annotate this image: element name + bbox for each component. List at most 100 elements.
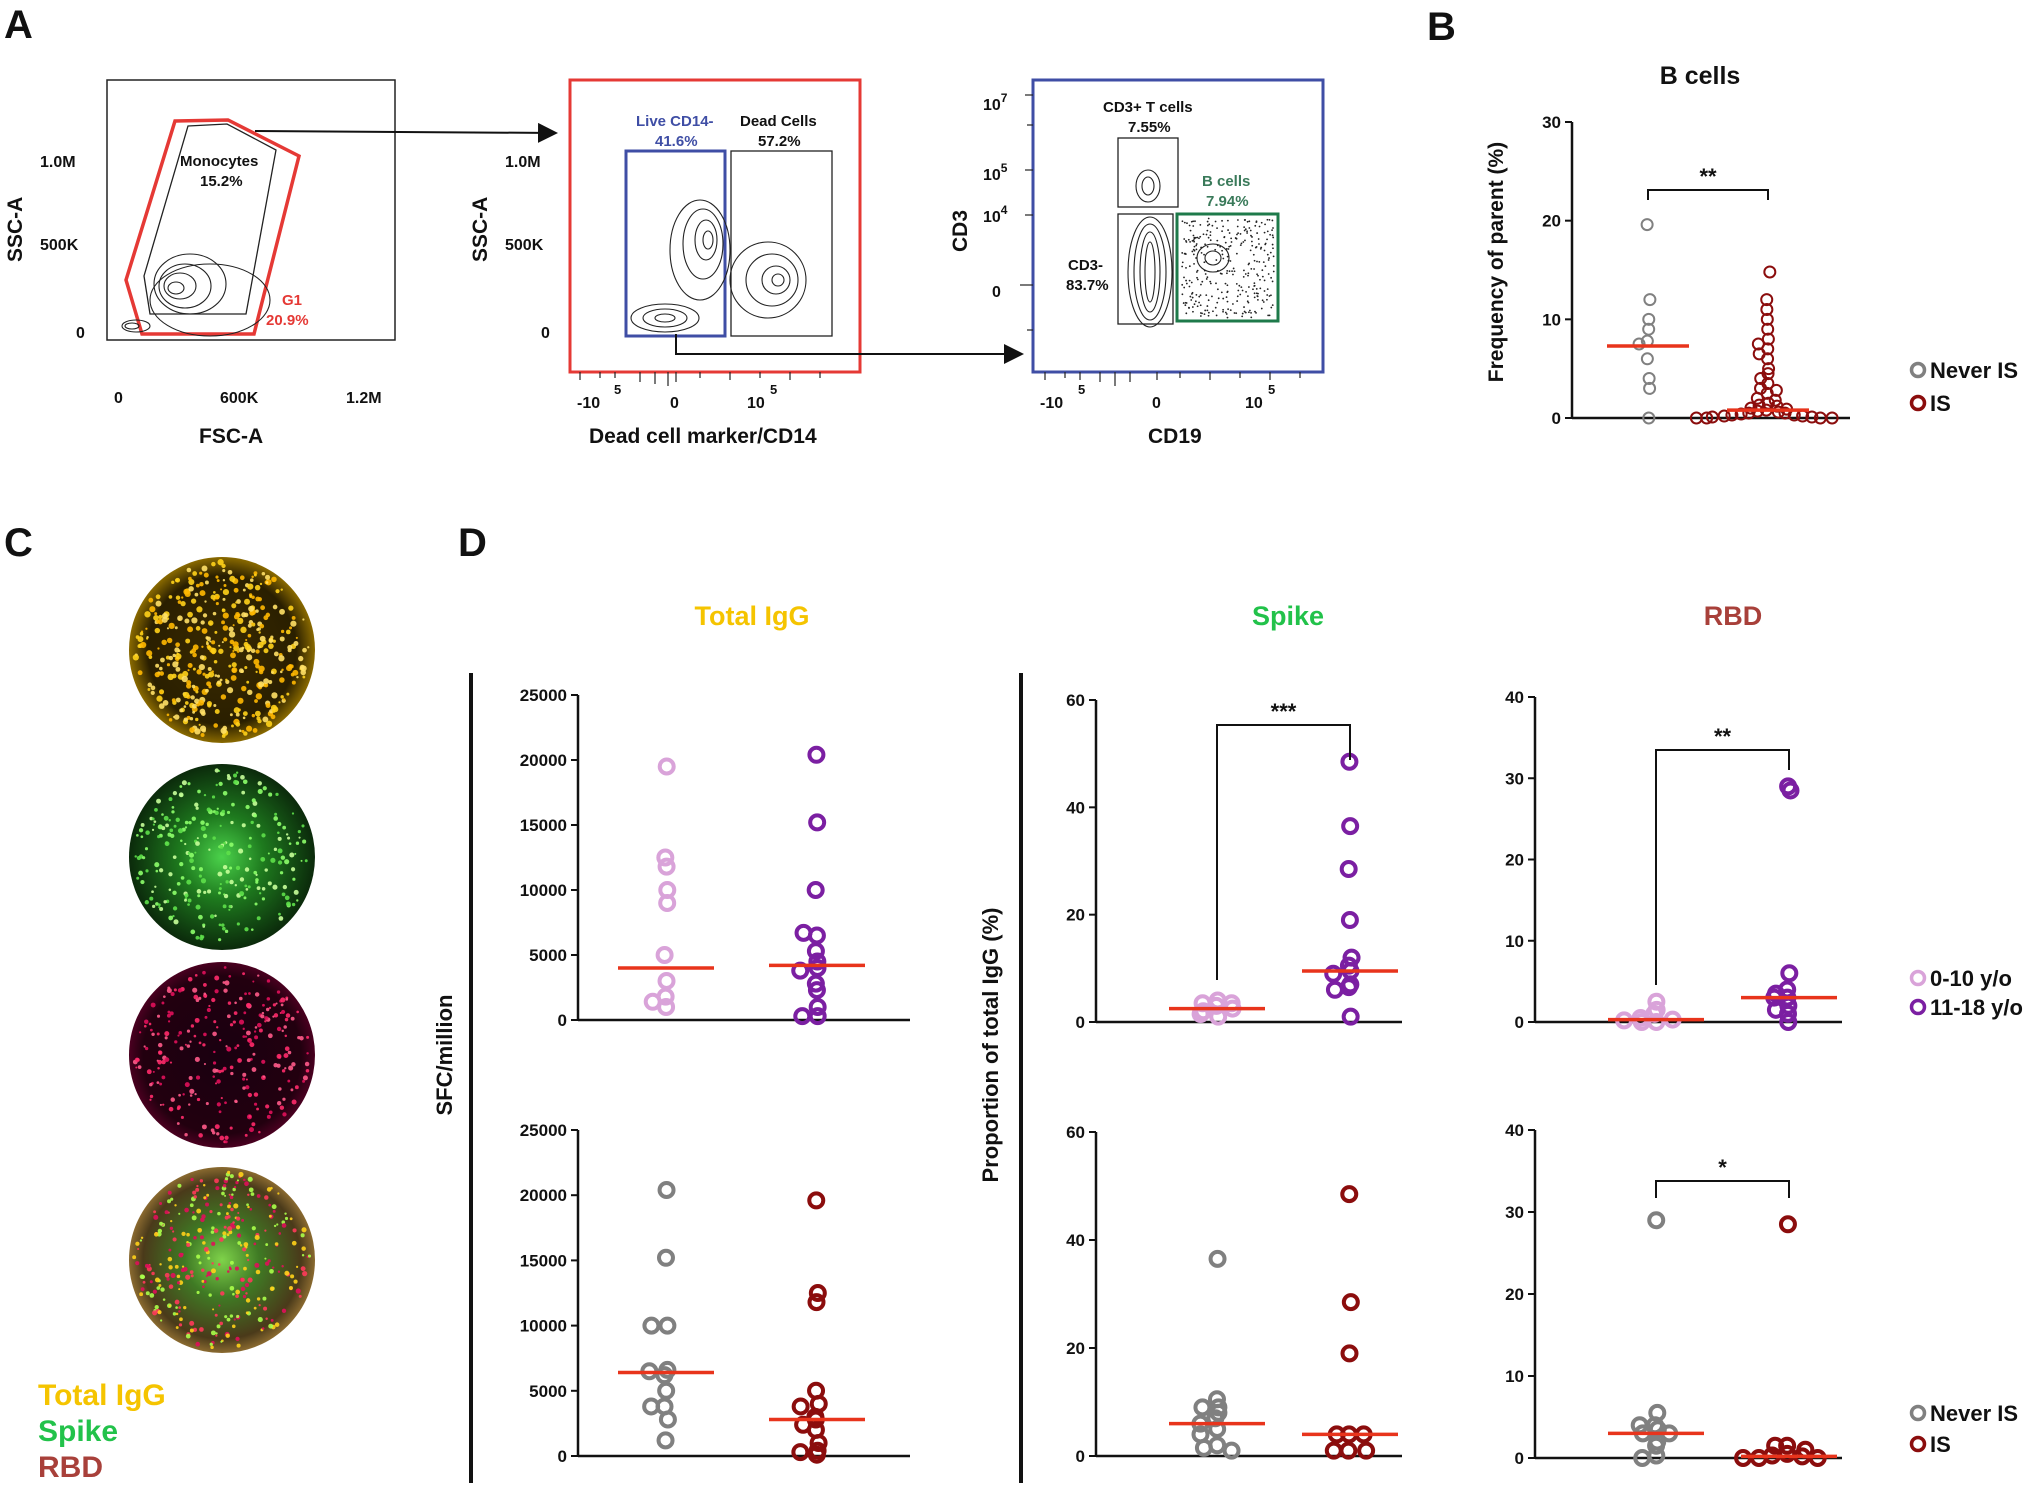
well-spot xyxy=(168,872,173,877)
well-spot xyxy=(206,642,209,646)
well-spot xyxy=(191,866,196,871)
well-spot xyxy=(192,571,198,576)
flow-event-dot xyxy=(1249,249,1252,252)
flow-event-dot xyxy=(1193,245,1196,248)
well-spot xyxy=(264,868,268,872)
well-spot xyxy=(238,996,243,1001)
flow-event-dot xyxy=(1228,270,1231,273)
well-spot xyxy=(222,608,225,611)
well-spike xyxy=(129,764,315,950)
flow-event-dot xyxy=(1215,314,1218,317)
well-spot xyxy=(175,595,181,600)
well-spot xyxy=(192,652,197,658)
well-spot xyxy=(223,1225,227,1229)
flow-event-dot xyxy=(1250,316,1253,319)
flow-event-dot xyxy=(1250,240,1253,243)
data-point xyxy=(807,745,826,764)
flow-event-dot xyxy=(1262,301,1265,303)
well-spot xyxy=(173,988,177,992)
well-spot xyxy=(195,1187,200,1192)
flow-event-dot xyxy=(1253,285,1256,287)
flow-event-dot xyxy=(1209,282,1212,285)
flow-event-dot xyxy=(1260,307,1263,310)
well-spot xyxy=(271,709,276,713)
y-tick-label: 0 xyxy=(1515,1013,1524,1032)
data-point xyxy=(794,923,813,942)
well-spot xyxy=(230,652,236,659)
well-spot xyxy=(299,664,305,670)
flow-event-dot xyxy=(1256,273,1258,276)
well-spot xyxy=(226,1233,230,1237)
flow-event-dot xyxy=(1183,221,1186,224)
well-spot xyxy=(215,1332,218,1335)
well-spot xyxy=(175,1306,178,1309)
well-spot xyxy=(281,1069,286,1073)
well-spot xyxy=(149,1028,153,1032)
well-spot xyxy=(287,664,293,669)
p3-ylabel: CD3 xyxy=(949,210,972,252)
well-spot xyxy=(144,1019,149,1024)
well-spot xyxy=(154,1277,160,1283)
well-spot xyxy=(183,1267,188,1272)
well-spot xyxy=(238,647,244,653)
well-spot xyxy=(216,579,220,582)
p2-xaxis-ticks xyxy=(579,372,821,386)
well-spot xyxy=(223,841,227,845)
well-spot xyxy=(278,912,281,916)
data-point xyxy=(1750,391,1764,405)
well-spot xyxy=(277,836,282,841)
well-spot xyxy=(184,1043,187,1046)
flow-event-dot xyxy=(1249,229,1252,232)
well-spot xyxy=(284,895,290,901)
well-spot xyxy=(221,620,225,625)
well-spot xyxy=(288,842,292,845)
flow-event-dot xyxy=(1267,259,1270,261)
significance-label: ** xyxy=(1699,164,1717,189)
flow-event-dot xyxy=(1209,234,1212,237)
well-spot xyxy=(188,586,194,592)
well-spot xyxy=(187,611,193,618)
flow-event-dot xyxy=(1254,310,1256,313)
well-spot xyxy=(136,833,139,837)
well-spot xyxy=(172,790,178,796)
well-spot xyxy=(274,812,278,816)
well-spot xyxy=(202,1043,206,1047)
well-spot xyxy=(211,795,216,799)
well-spot xyxy=(227,1204,231,1209)
well-spot xyxy=(262,716,269,723)
well-spot xyxy=(253,658,260,665)
well-spot xyxy=(255,878,259,882)
well-spot xyxy=(231,662,237,668)
well-spot xyxy=(221,641,224,644)
flow-event-dot xyxy=(1203,313,1206,316)
flow-event-dot xyxy=(1184,252,1187,255)
flow-event-dot xyxy=(1186,222,1188,225)
well-spot xyxy=(196,1290,200,1295)
data-point xyxy=(808,998,827,1016)
well-spot xyxy=(278,655,285,662)
data-point xyxy=(1760,293,1774,307)
well-spot xyxy=(206,807,211,812)
flow-event-dot xyxy=(1272,247,1274,250)
gate-live-pct: 41.6% xyxy=(655,133,698,150)
well-spot xyxy=(267,1259,271,1263)
well-spot xyxy=(199,1179,204,1183)
well-spot xyxy=(190,1274,194,1278)
data-point xyxy=(1717,409,1731,423)
well-spot xyxy=(155,902,159,906)
well-spot xyxy=(291,680,296,685)
flow-event-dot xyxy=(1192,234,1195,237)
well-spot xyxy=(167,1199,172,1204)
y-tick-label: 20000 xyxy=(520,751,567,770)
y-tick-label: 15000 xyxy=(520,816,567,835)
p3-ytick-1: 105 xyxy=(983,161,1008,184)
well-spot xyxy=(228,904,232,909)
well-spot xyxy=(189,1040,192,1043)
legend-age-old-marker xyxy=(1909,998,1927,1016)
y-tick-label: 10 xyxy=(1542,310,1561,329)
well-spot xyxy=(193,1195,197,1199)
well-spot xyxy=(218,938,222,942)
data-point xyxy=(657,1180,676,1199)
well-spot xyxy=(231,802,235,807)
well-spot xyxy=(295,1288,301,1294)
